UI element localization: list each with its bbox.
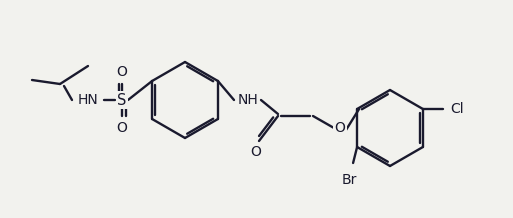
- Text: O: O: [116, 65, 127, 79]
- Text: O: O: [116, 121, 127, 135]
- Text: O: O: [334, 121, 345, 135]
- Text: Br: Br: [342, 173, 357, 187]
- Text: S: S: [117, 92, 127, 107]
- Text: NH: NH: [238, 93, 259, 107]
- Text: Cl: Cl: [450, 102, 464, 116]
- Text: O: O: [250, 145, 262, 159]
- Text: HN: HN: [77, 93, 98, 107]
